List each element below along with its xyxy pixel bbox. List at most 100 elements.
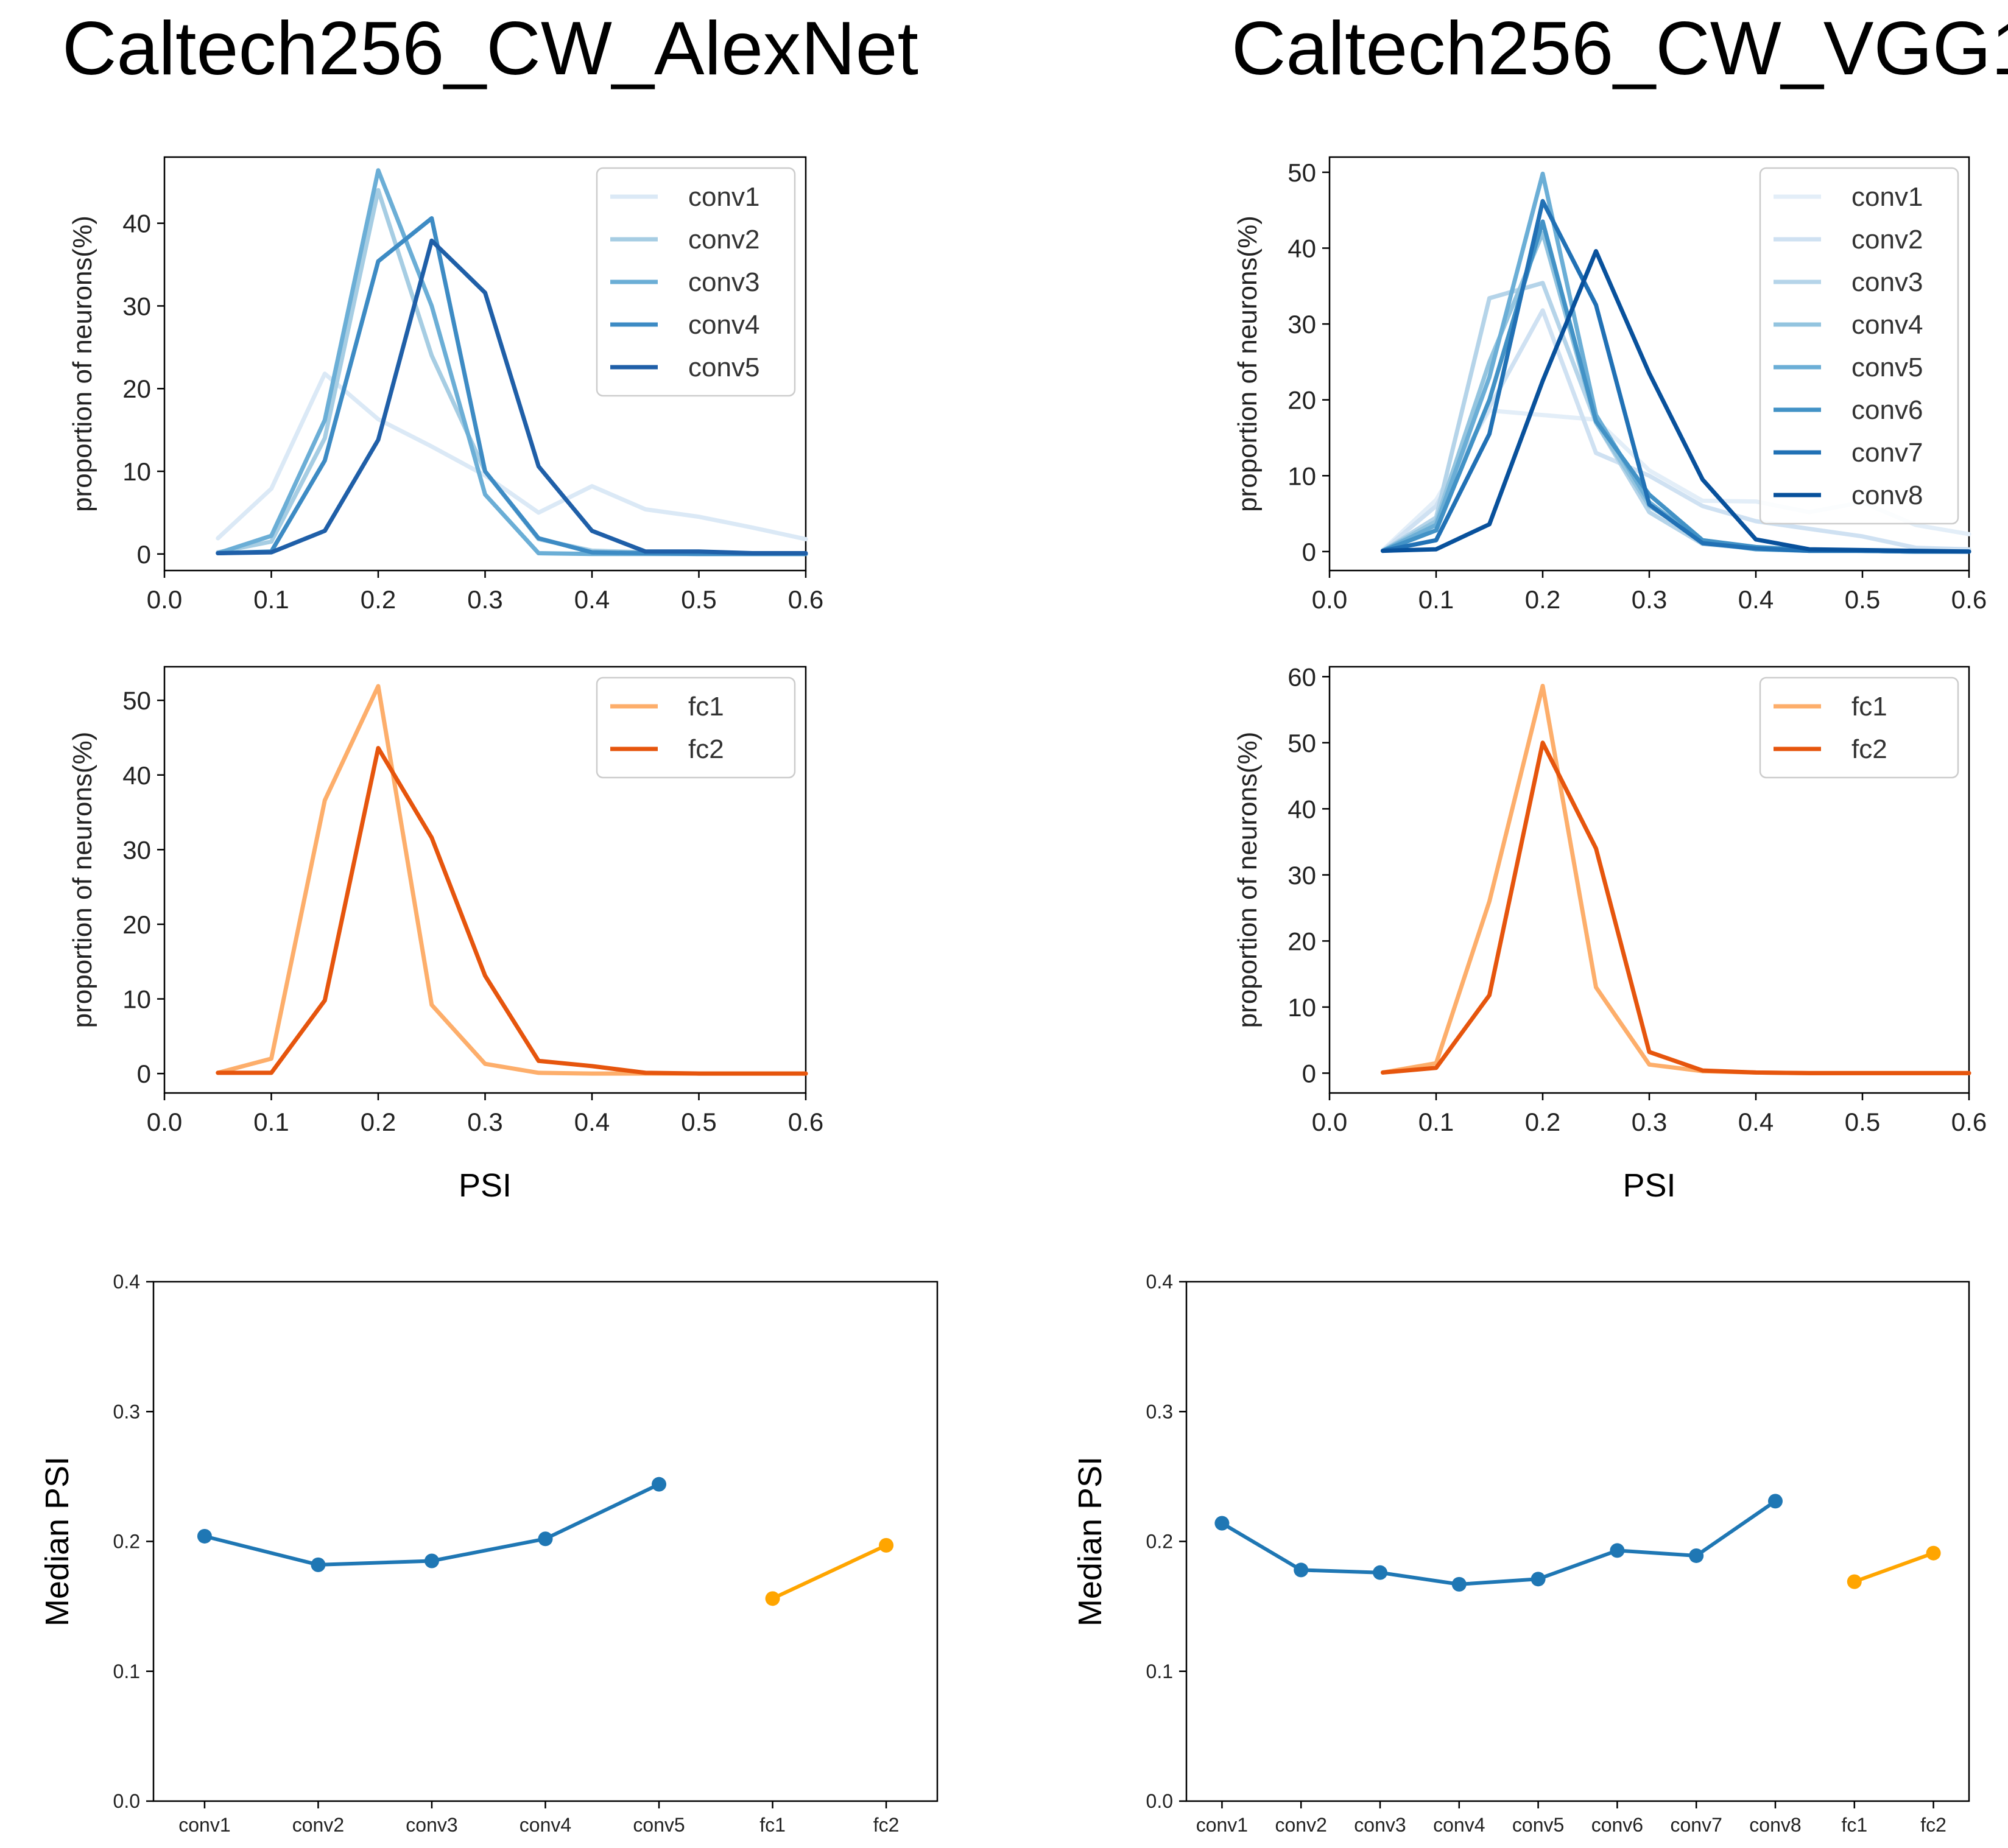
column-title-vgg11: Caltech256_CW_VGG11 <box>1231 7 2008 91</box>
y-tick-label: 40 <box>1288 234 1316 263</box>
legend-label: conv8 <box>1851 480 1923 510</box>
panel-1-2: 0.0 0.1 0.2 0.3 0.4 conv1 conv2 conv3 conv4 conv5… <box>1072 1271 1970 1836</box>
series-line-conv5 <box>216 238 808 555</box>
x-tick-label: 0.3 <box>467 1108 502 1136</box>
panel-0-1: 0 10 20 30 40 50 0.0 0.1 0.2 0.3 0.4 0.5 0.6 proporti… <box>68 666 823 1204</box>
legend-box <box>596 676 796 779</box>
series-line-1 <box>770 1543 889 1601</box>
plots-layer: 0 10 20 30 40 0.0 0.1 0.2 0.3 0.4 0.5 0.6 proportion… <box>39 156 1987 1836</box>
y-tick-label: 20 <box>122 910 151 939</box>
x-tick-label: 0.1 <box>1418 1108 1454 1136</box>
x-tick-label: conv1 <box>1196 1814 1248 1836</box>
x-tick-label: 0.3 <box>467 585 502 614</box>
panel-1-1: 0 10 20 30 40 50 60 0.0 0.1 0.2 0.3 0.4 0.5 0.6 propor… <box>1233 662 1987 1204</box>
x-tick-label: conv8 <box>1749 1814 1801 1836</box>
series-line-conv4 <box>216 216 808 557</box>
y-tick-label: 50 <box>122 686 151 715</box>
x-tick-label: conv5 <box>1512 1814 1564 1836</box>
y-tick-label: 40 <box>122 209 151 238</box>
data-point <box>1214 1516 1230 1531</box>
legend-label: conv7 <box>1851 438 1923 468</box>
legend: conv1 conv2 conv3 conv4 conv5 <box>596 167 796 397</box>
series-line-conv8 <box>1381 249 1971 554</box>
x-tick-label: 0.6 <box>1951 585 1987 614</box>
x-tick-label: conv5 <box>633 1814 685 1836</box>
x-tick-label: 0.1 <box>253 585 289 614</box>
plot-frame <box>1185 1281 1970 1802</box>
legend-label: conv6 <box>1851 395 1923 425</box>
y-tick-label: 0 <box>137 540 151 569</box>
y-axis-label: proportion of neurons(%) <box>68 216 97 512</box>
series-line-0 <box>1220 1499 1777 1586</box>
x-tick-label: fc2 <box>1920 1814 1946 1836</box>
y-tick-label: 20 <box>1288 927 1316 955</box>
y-tick-label: 0.1 <box>113 1660 140 1682</box>
data-point <box>424 1553 439 1569</box>
data-point <box>1926 1545 1941 1561</box>
y-tick-label: 0.3 <box>113 1400 140 1422</box>
x-tick-label: 0.5 <box>1845 1108 1880 1136</box>
y-tick-label: 50 <box>1288 729 1316 757</box>
panel-1-0: 0 10 20 30 40 50 0.0 0.1 0.2 0.3 0.4 0.5 0.6 proporti… <box>1233 156 1987 614</box>
x-tick-label: conv4 <box>520 1814 571 1836</box>
series-line-1 <box>1852 1551 1936 1584</box>
y-tick-label: 30 <box>122 292 151 320</box>
x-tick-label: fc2 <box>873 1814 900 1836</box>
data-point <box>1689 1548 1704 1563</box>
legend-box <box>1759 676 1959 779</box>
data-point <box>1847 1574 1862 1589</box>
legend-label: conv3 <box>688 267 759 297</box>
y-tick-label: 0.0 <box>113 1790 140 1812</box>
x-tick-label: 0.4 <box>1738 1108 1774 1136</box>
x-tick-label: 0.2 <box>1525 585 1560 614</box>
legend-label: fc2 <box>1851 734 1887 764</box>
legend-label: fc1 <box>688 692 724 722</box>
y-tick-label: 10 <box>122 985 151 1014</box>
legend-label: conv5 <box>688 353 759 382</box>
y-tick-label: 0.3 <box>1146 1400 1173 1422</box>
panel-0-2: 0.0 0.1 0.2 0.3 0.4 conv1 conv2 conv3 conv4 conv5… <box>39 1271 939 1836</box>
data-point <box>1373 1565 1388 1580</box>
data-point <box>1610 1543 1625 1558</box>
series-line-conv1 <box>216 371 808 541</box>
legend-label: fc1 <box>1851 692 1887 722</box>
x-tick-label: conv2 <box>292 1814 344 1836</box>
legend-box <box>596 167 796 397</box>
data-point <box>765 1591 780 1606</box>
y-tick-label: 0.0 <box>1146 1790 1173 1812</box>
data-point <box>1767 1494 1783 1509</box>
x-tick-label: 0.4 <box>1738 585 1774 614</box>
series-line-fc2 <box>216 746 808 1076</box>
x-tick-label: 0.6 <box>788 585 823 614</box>
x-tick-label: 0.5 <box>681 1108 716 1136</box>
y-tick-label: 50 <box>1288 158 1316 187</box>
x-tick-label: 0.2 <box>361 1108 396 1136</box>
data-point <box>652 1477 667 1492</box>
legend-label: conv1 <box>688 182 759 212</box>
y-tick-label: 40 <box>1288 795 1316 823</box>
legend-label: fc2 <box>688 734 724 764</box>
y-tick-label: 20 <box>1288 386 1316 415</box>
x-tick-label: 0.2 <box>361 585 396 614</box>
legend-label: conv1 <box>1851 182 1923 212</box>
x-tick-label: fc1 <box>1841 1814 1867 1836</box>
x-tick-label: conv3 <box>406 1814 457 1836</box>
series-line-fc2 <box>1381 740 1971 1075</box>
legend-box <box>1759 167 1959 525</box>
x-axis-label: PSI <box>1622 1167 1675 1204</box>
x-tick-label: conv4 <box>1433 1814 1485 1836</box>
panel-0-0: 0 10 20 30 40 0.0 0.1 0.2 0.3 0.4 0.5 0.6 proportion… <box>68 156 823 614</box>
legend-label: conv4 <box>688 310 759 340</box>
data-point <box>1294 1562 1309 1578</box>
x-tick-label: fc1 <box>759 1814 786 1836</box>
x-tick-label: 0.4 <box>574 585 610 614</box>
data-point <box>1531 1572 1546 1587</box>
y-axis-label: Median PSI <box>1072 1456 1108 1626</box>
x-tick-label: 0.5 <box>1845 585 1880 614</box>
x-tick-label: conv6 <box>1591 1814 1643 1836</box>
y-tick-label: 10 <box>122 457 151 486</box>
x-tick-label: 0.1 <box>253 1108 289 1136</box>
x-tick-label: conv2 <box>1275 1814 1327 1836</box>
